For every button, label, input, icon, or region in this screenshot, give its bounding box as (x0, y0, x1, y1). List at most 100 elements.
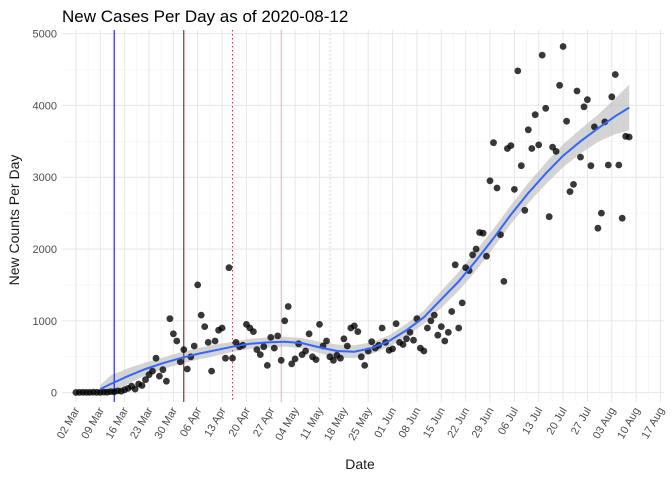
data-point (507, 142, 515, 150)
data-point (180, 346, 188, 353)
data-point (552, 148, 560, 155)
x-tick-label: 06 Apr (178, 405, 204, 439)
data-point (149, 367, 156, 375)
data-point (618, 214, 626, 222)
data-point (138, 382, 146, 389)
data-point (312, 356, 320, 363)
data-point (514, 67, 522, 75)
data-point (524, 126, 532, 134)
x-tick-label: 03 Aug (591, 405, 619, 441)
data-point (197, 311, 205, 319)
data-point (399, 341, 407, 348)
smooth-fit-layer (99, 106, 630, 390)
y-tick-label: 3000 (33, 172, 57, 184)
y-tick-label: 4000 (33, 100, 57, 112)
x-tick-label: 04 May (273, 405, 302, 443)
data-point (152, 354, 160, 362)
data-point (538, 51, 546, 59)
confidence-band-layer (100, 84, 630, 394)
data-point (580, 103, 588, 111)
data-point (577, 153, 584, 161)
data-point (587, 162, 595, 170)
data-point (483, 252, 490, 260)
y-tick-label: 1000 (33, 316, 57, 328)
x-tick-label: 13 Apr (202, 405, 228, 439)
x-tick-label: 29 Jun (470, 405, 497, 440)
data-point (267, 334, 275, 341)
x-tick-label: 20 Jul (545, 406, 570, 437)
data-point (288, 360, 296, 368)
y-tick-label: 5000 (33, 29, 57, 41)
event-line-layer (113, 30, 331, 402)
data-point (183, 365, 191, 373)
data-point (170, 330, 177, 338)
data-point (156, 372, 163, 380)
data-point (260, 343, 268, 351)
data-point (330, 356, 337, 364)
data-point (531, 111, 539, 119)
data-point (166, 315, 174, 323)
data-point (316, 321, 323, 328)
x-tick-label: 27 Jul (569, 405, 594, 436)
data-point (277, 356, 285, 364)
data-point (340, 335, 348, 343)
y-tick-label: 2000 (33, 244, 57, 256)
x-tick-label: 27 Apr (251, 405, 277, 439)
data-point (594, 224, 602, 232)
data-point (357, 353, 365, 361)
data-point (573, 87, 581, 95)
data-point (354, 328, 362, 335)
data-point (479, 229, 487, 237)
x-tick-label: 10 Aug (615, 406, 643, 442)
data-point (263, 362, 271, 369)
data-point (545, 213, 553, 221)
data-point (343, 342, 351, 350)
data-point (204, 339, 212, 346)
data-point (208, 367, 216, 375)
data-point (163, 377, 170, 385)
data-point (566, 188, 574, 196)
data-point (131, 385, 139, 393)
x-tick-label: 06 Jul (496, 406, 521, 437)
data-point (211, 337, 219, 345)
data-point (218, 324, 226, 332)
x-tick-label: 08 Jun (397, 405, 424, 440)
data-point (305, 330, 313, 338)
data-point (274, 332, 282, 340)
data-point (528, 145, 536, 152)
data-point (392, 320, 400, 328)
x-tick-label: 15 Jun (421, 406, 448, 441)
data-point (302, 347, 309, 355)
data-point (511, 186, 518, 193)
x-tick-label: 30 Mar (152, 405, 180, 441)
data-point (444, 328, 452, 336)
data-point (361, 362, 369, 369)
x-tick-label: 17 Aug (640, 405, 668, 441)
data-point (194, 281, 202, 289)
data-point (521, 206, 529, 214)
x-tick-label: 01 Jun (372, 406, 399, 441)
data-point (493, 184, 501, 192)
data-point (584, 96, 591, 104)
data-point (563, 117, 570, 125)
data-point (486, 177, 494, 185)
data-point (611, 71, 619, 78)
data-point (455, 324, 463, 332)
data-point (222, 354, 229, 362)
data-point (410, 336, 417, 344)
data-point (559, 43, 567, 50)
data-point (420, 347, 428, 355)
data-point (535, 141, 543, 149)
data-point (458, 299, 466, 307)
data-point (448, 308, 456, 315)
data-point (430, 311, 438, 319)
data-point (159, 366, 167, 374)
data-point (406, 328, 414, 336)
data-point (253, 346, 261, 353)
confidence-band (100, 84, 630, 394)
data-point-layer (72, 43, 633, 396)
data-point (570, 181, 577, 188)
data-point (604, 161, 612, 169)
data-point (225, 264, 233, 272)
